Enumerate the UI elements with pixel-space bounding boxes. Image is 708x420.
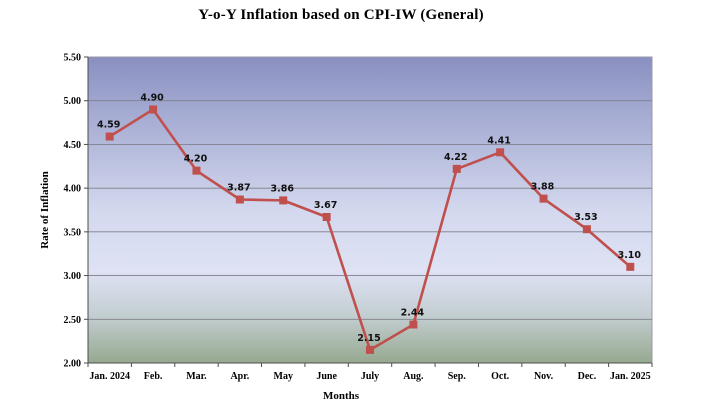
data-point-marker (279, 196, 288, 205)
y-tick-label: 3.00 (64, 271, 82, 282)
data-point-marker (582, 225, 591, 234)
data-point-label: 3.53 (574, 212, 597, 223)
data-point-label: 2.44 (401, 308, 425, 319)
data-point-label: 3.86 (271, 183, 295, 194)
data-point-label: 3.88 (531, 182, 555, 193)
x-tick-label: Sep. (448, 371, 467, 382)
chart-title: Y-o-Y Inflation based on CPI-IW (General… (198, 7, 484, 23)
data-point-marker (192, 166, 201, 175)
y-tick-label: 4.50 (64, 140, 82, 151)
x-tick-label: Mar. (186, 371, 207, 382)
x-tick-label: Oct. (491, 371, 510, 382)
data-point-marker (322, 212, 331, 221)
y-tick-label: 3.50 (64, 227, 82, 238)
x-tick-label: Apr. (230, 371, 249, 382)
data-point-marker (105, 132, 114, 141)
x-tick-label: Dec. (578, 371, 597, 382)
data-point-label: 4.22 (444, 152, 467, 163)
y-tick-label: 4.00 (64, 184, 82, 195)
data-point-label: 2.15 (357, 333, 380, 344)
y-tick-label: 5.50 (64, 53, 82, 64)
data-point-marker (452, 164, 461, 173)
x-tick-label: Aug. (403, 371, 424, 382)
plot-background (87, 56, 653, 364)
data-point-marker (149, 105, 158, 114)
data-point-label: 3.10 (618, 250, 642, 261)
data-point-marker (366, 345, 374, 354)
x-tick-label: Nov. (534, 371, 554, 382)
x-tick-label: May (274, 371, 293, 382)
y-tick-label: 2.50 (64, 315, 82, 326)
x-tick-label: Feb. (144, 371, 163, 382)
x-tick-label: July (361, 371, 379, 382)
data-point-marker (235, 195, 244, 204)
data-point-label: 4.20 (184, 154, 208, 165)
x-tick-label: Jan. 2024 (89, 371, 130, 382)
data-point-label: 4.41 (487, 135, 510, 146)
data-point-marker (626, 262, 635, 271)
data-point-marker (409, 320, 418, 329)
data-point-label: 3.87 (227, 183, 250, 194)
data-point-marker (496, 148, 505, 157)
x-axis-title: Months (322, 390, 360, 402)
data-point-marker (539, 194, 548, 203)
data-point-label: 4.59 (97, 120, 120, 131)
data-point-label: 4.90 (140, 92, 164, 103)
data-point-label: 3.67 (314, 200, 337, 211)
x-tick-label: Jan. 2025 (610, 371, 651, 382)
x-tick-label: June (316, 371, 337, 382)
y-tick-label: 2.00 (64, 359, 82, 370)
y-tick-label: 5.00 (64, 96, 82, 107)
